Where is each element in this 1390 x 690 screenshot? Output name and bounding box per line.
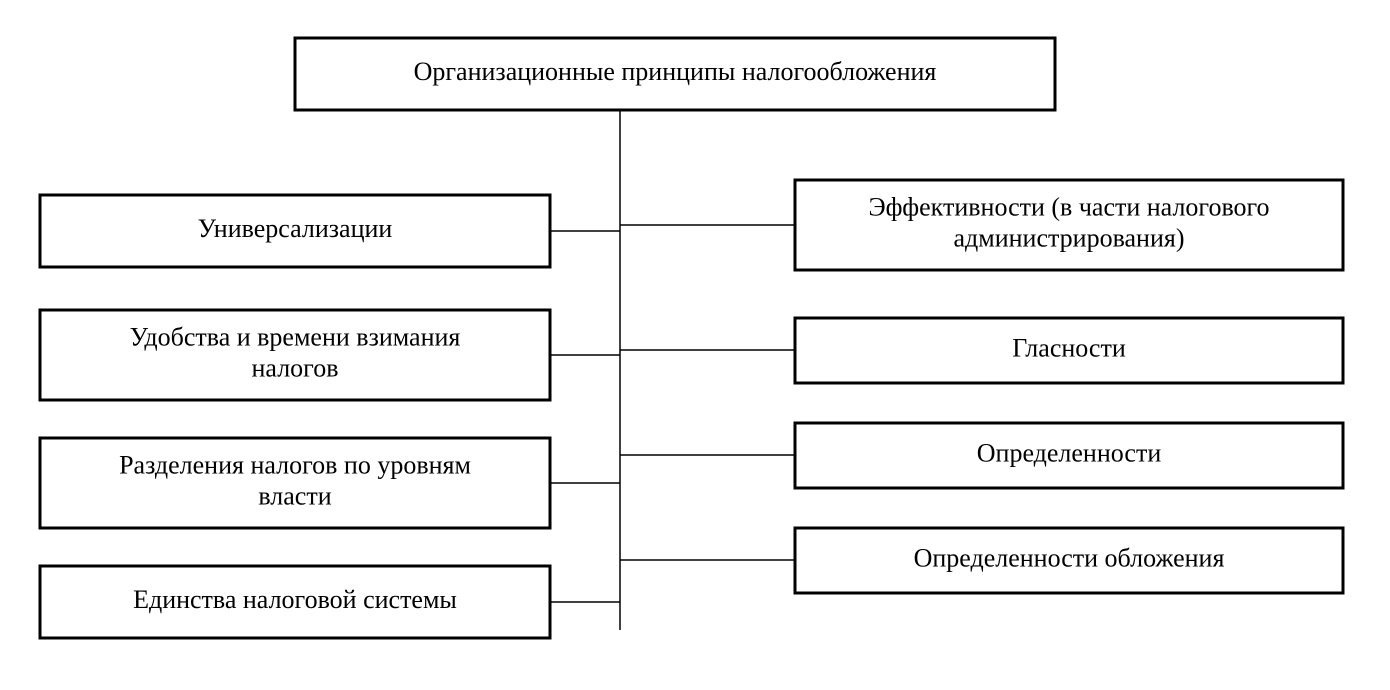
- root-root: Организационные принципы налогообложения: [295, 38, 1055, 110]
- node-label-l3-line1: власти: [258, 481, 331, 510]
- left-l2: Удобства и времени взиманияналогов: [40, 310, 550, 400]
- right-r3: Определенности: [795, 423, 1343, 488]
- right-r4: Определенности обложения: [795, 528, 1343, 593]
- right-r2: Гласности: [795, 318, 1343, 383]
- node-label-r3-line0: Определенности: [977, 438, 1162, 467]
- node-label-l2-line1: налогов: [252, 353, 339, 382]
- right-r1: Эффективности (в части налоговогоадминис…: [795, 180, 1343, 270]
- node-label-l1-line0: Универсализации: [198, 214, 393, 243]
- node-label-l2-line0: Удобства и времени взимания: [130, 323, 461, 352]
- node-label-l4-line0: Единства налоговой системы: [133, 585, 457, 614]
- node-label-root-line0: Организационные принципы налогообложения: [414, 57, 937, 86]
- left-l4: Единства налоговой системы: [40, 566, 550, 638]
- node-label-r2-line0: Гласности: [1012, 333, 1126, 362]
- left-l3: Разделения налогов по уровнямвласти: [40, 438, 550, 528]
- left-l1: Универсализации: [40, 195, 550, 267]
- node-label-r4-line0: Определенности обложения: [914, 543, 1225, 572]
- org-principles-diagram: Организационные принципы налогообложения…: [0, 0, 1390, 690]
- node-label-l3-line0: Разделения налогов по уровням: [119, 451, 471, 480]
- node-label-r1-line0: Эффективности (в части налогового: [868, 193, 1269, 222]
- node-label-r1-line1: администрирования): [953, 223, 1184, 252]
